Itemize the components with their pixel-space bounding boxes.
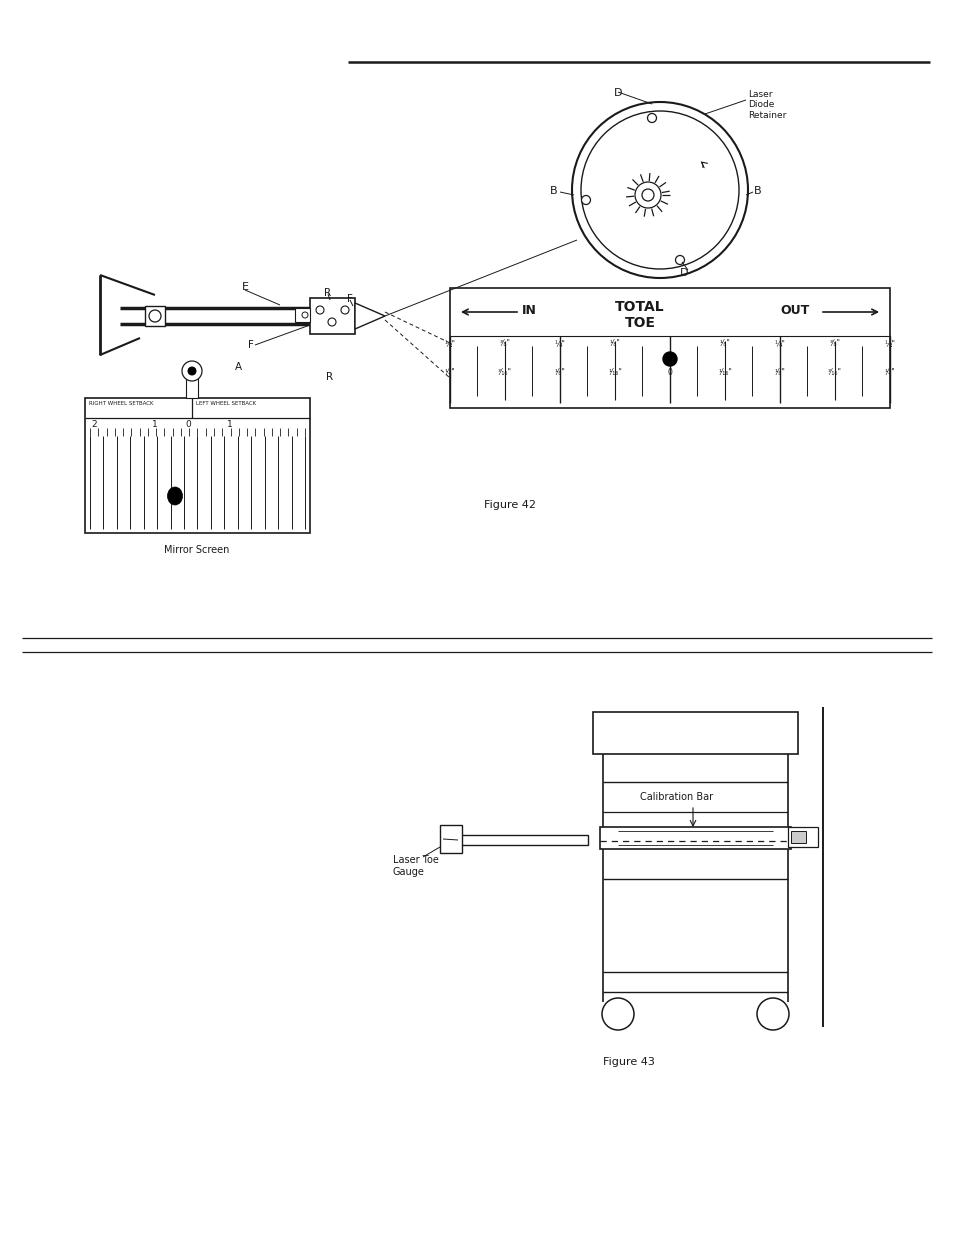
Text: ³⁄₈": ³⁄₈" <box>828 338 840 348</box>
Text: ³⁄₁₆": ³⁄₁₆" <box>827 368 841 377</box>
Circle shape <box>757 998 788 1030</box>
Text: Figure 43: Figure 43 <box>602 1057 654 1067</box>
Bar <box>439 825 461 853</box>
Text: E: E <box>241 282 248 291</box>
Text: B: B <box>550 186 558 196</box>
Circle shape <box>182 361 202 382</box>
Bar <box>310 298 355 333</box>
Text: TOE: TOE <box>624 316 655 330</box>
Bar <box>294 308 310 322</box>
Text: Calibration Bar: Calibration Bar <box>639 792 713 802</box>
Circle shape <box>647 114 656 122</box>
Bar <box>186 373 198 398</box>
Text: ¼": ¼" <box>554 338 565 348</box>
Text: ³⁄₁₆": ³⁄₁₆" <box>497 368 512 377</box>
Text: ¼": ¼" <box>774 338 784 348</box>
Circle shape <box>328 317 335 326</box>
Text: ½": ½" <box>444 338 455 348</box>
Text: ¹⁄₁₆": ¹⁄₁₆" <box>607 368 621 377</box>
Text: 0: 0 <box>185 420 191 429</box>
Circle shape <box>635 182 660 207</box>
Circle shape <box>149 310 161 322</box>
Ellipse shape <box>168 487 182 505</box>
Circle shape <box>601 998 634 1030</box>
Bar <box>599 827 790 848</box>
Text: OUT: OUT <box>780 304 808 317</box>
Bar <box>457 835 587 845</box>
Bar <box>85 398 310 534</box>
Circle shape <box>580 111 739 269</box>
Circle shape <box>340 306 349 314</box>
Text: A: A <box>234 362 241 372</box>
Text: 1: 1 <box>227 420 233 429</box>
Text: ¹⁄₁₆": ¹⁄₁₆" <box>718 368 731 377</box>
Circle shape <box>662 352 677 366</box>
Bar <box>145 306 165 326</box>
Text: ¹⁄₈": ¹⁄₈" <box>719 338 730 348</box>
Text: ¹⁄₈": ¹⁄₈" <box>554 368 565 377</box>
Text: 1: 1 <box>152 420 157 429</box>
Text: Mirror Screen: Mirror Screen <box>164 545 230 555</box>
Text: F: F <box>248 340 253 350</box>
Text: ¹⁄₄": ¹⁄₄" <box>444 368 455 377</box>
Circle shape <box>675 256 684 264</box>
Text: D: D <box>613 88 621 98</box>
Circle shape <box>641 189 654 201</box>
Circle shape <box>188 367 195 375</box>
Text: 2: 2 <box>91 420 96 429</box>
Text: LEFT WHEEL SETBACK: LEFT WHEEL SETBACK <box>195 401 255 406</box>
Text: Laser Toe
Gauge: Laser Toe Gauge <box>393 855 438 877</box>
Text: ½": ½" <box>883 338 895 348</box>
Text: ¹⁄₈": ¹⁄₈" <box>609 338 619 348</box>
Text: Figure 42: Figure 42 <box>483 500 536 510</box>
Circle shape <box>315 306 324 314</box>
Text: R: R <box>324 288 332 298</box>
Text: ³⁄₈": ³⁄₈" <box>499 338 510 348</box>
Text: F: F <box>347 294 353 304</box>
Text: ¹⁄₈": ¹⁄₈" <box>774 368 784 377</box>
Bar <box>450 288 889 408</box>
Text: RIGHT WHEEL SETBACK: RIGHT WHEEL SETBACK <box>89 401 153 406</box>
Text: Laser
Diode
Retainer: Laser Diode Retainer <box>747 90 785 120</box>
Text: R: R <box>326 372 334 382</box>
Text: B: B <box>753 186 760 196</box>
Circle shape <box>581 195 590 205</box>
Text: ¹⁄₄": ¹⁄₄" <box>883 368 895 377</box>
Polygon shape <box>355 303 385 329</box>
Circle shape <box>572 103 747 278</box>
Text: 0: 0 <box>667 368 672 377</box>
Text: IN: IN <box>521 304 537 317</box>
Bar <box>790 831 805 844</box>
Bar <box>787 827 817 847</box>
Circle shape <box>302 312 308 317</box>
Bar <box>593 713 797 755</box>
Text: TOTAL: TOTAL <box>615 300 664 314</box>
Text: D: D <box>679 268 688 278</box>
